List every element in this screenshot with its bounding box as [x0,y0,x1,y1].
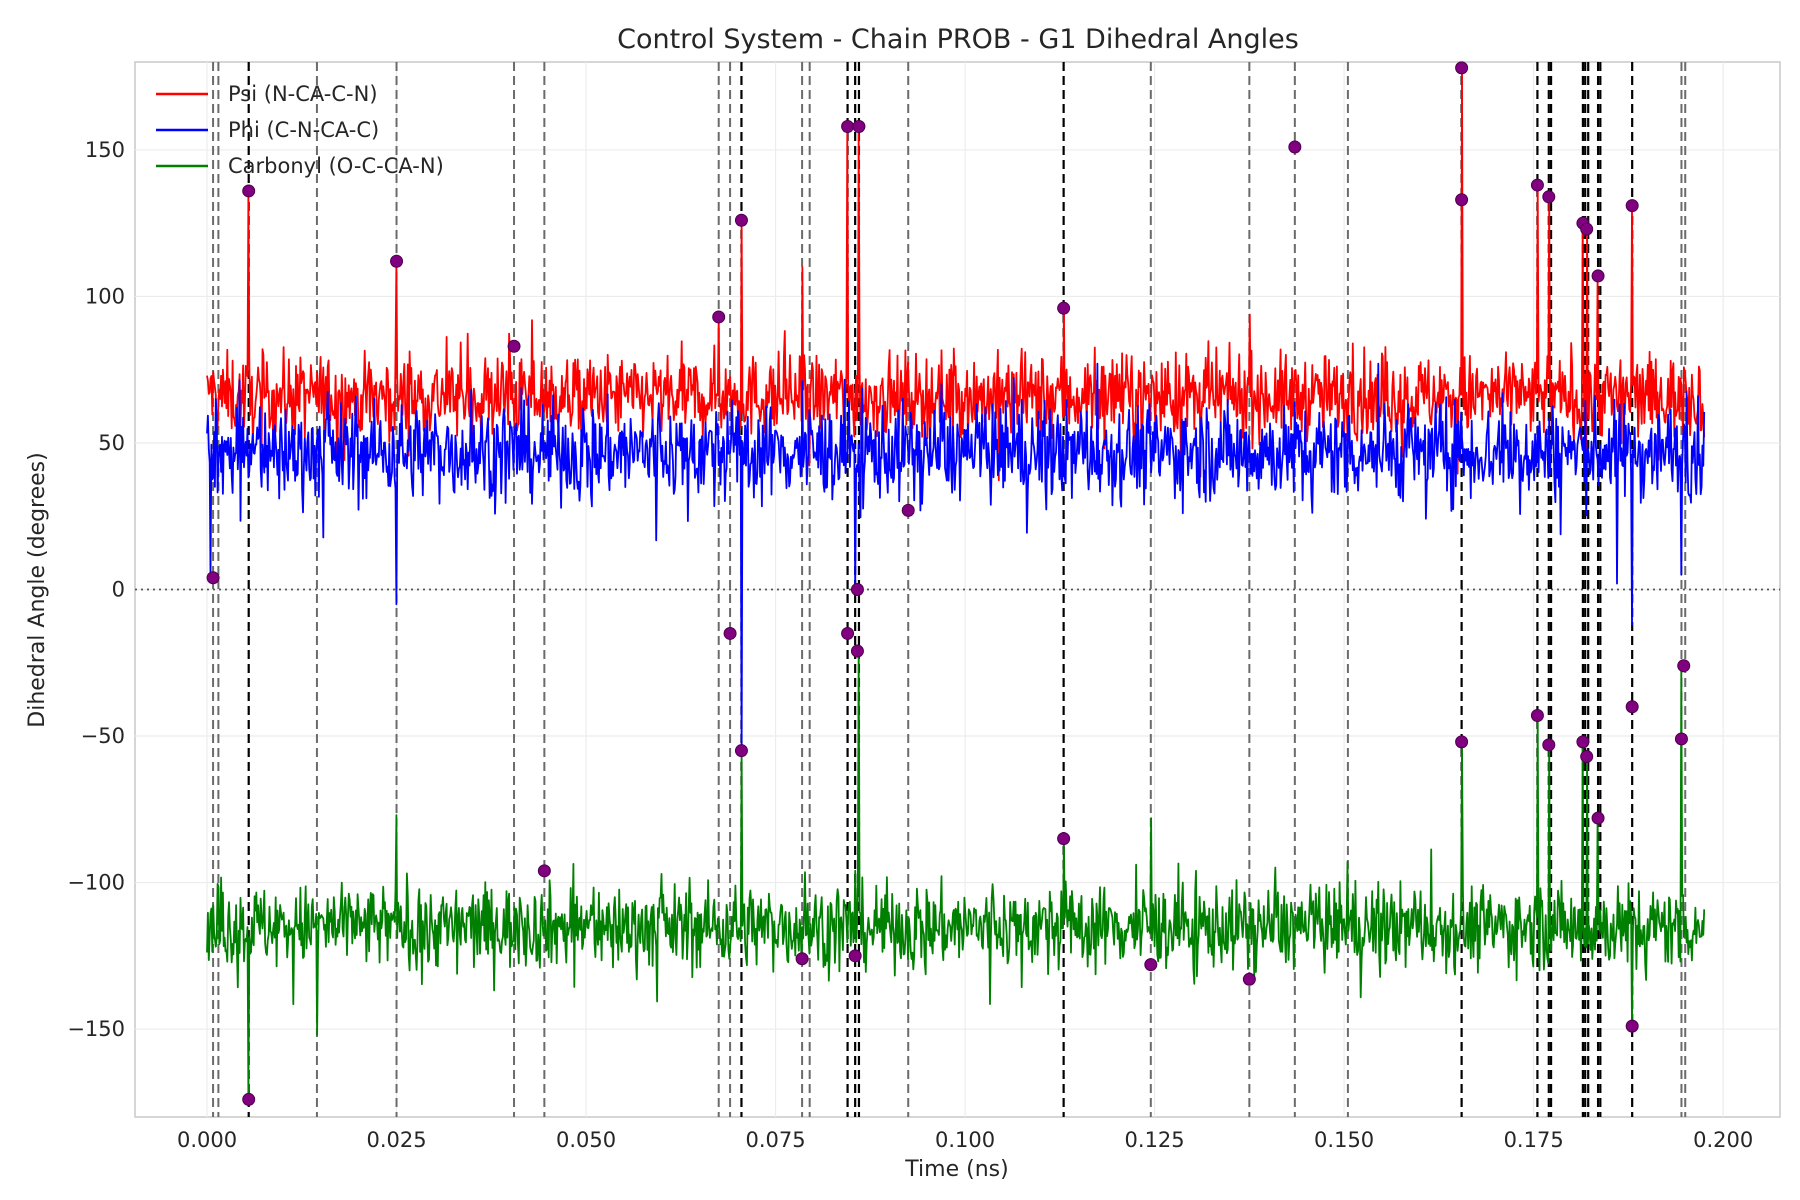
transition-point [1542,738,1556,752]
transition-point [1530,178,1544,192]
series-line [206,647,1706,1101]
x-tick-label: 0.100 [935,1128,995,1152]
transition-point [848,949,862,963]
transition-point [841,626,855,640]
x-tick-label: 0.075 [746,1128,806,1152]
transition-point [723,626,737,640]
transition-point [390,254,404,268]
legend: Psi (N-CA-C-N) Phi (C-N-CA-C) Carbonyl (O-… [156,82,444,178]
transition-point [850,583,864,596]
transition-points-layer [206,61,1691,1106]
transition-point [242,184,256,198]
transition-point [1591,269,1605,283]
transition-point [1674,732,1688,746]
transition-point [1580,222,1594,236]
transition-point [734,744,748,758]
transition-point [1288,140,1302,154]
transition-point [1530,709,1544,723]
legend-label: Carbonyl (O-C-CA-N) [228,154,444,178]
transition-point [242,1092,256,1106]
y-tick-label: 0 [112,578,125,602]
legend-label: Psi (N-CA-C-N) [228,82,378,106]
transition-point [1455,193,1469,207]
x-tick-label: 0.175 [1504,1128,1564,1152]
legend-label: Phi (C-N-CA-C) [228,118,379,142]
transition-point [206,571,220,585]
transition-point [852,119,866,133]
transition-point [1576,735,1590,749]
series-line [206,362,1706,752]
transition-point [1591,811,1605,825]
transition-point [901,503,915,517]
transition-point [1057,301,1071,315]
x-tick-label: 0.050 [556,1128,616,1152]
transition-point [1625,199,1639,213]
x-axis-title: Time (ns) [904,1157,1008,1182]
transition-point [537,864,551,878]
y-tick-label: −100 [67,871,125,895]
x-tick-label: 0.025 [366,1128,426,1152]
y-axis-title: Dihedral Angle (degrees) [25,452,50,727]
transition-point [1144,958,1158,972]
y-tick-label: 50 [98,431,125,455]
tick-labels-layer: 0.000 0.025 0.050 0.075 0.100 0.125 0.150 0.175… [67,138,1753,1152]
transition-point [850,644,864,658]
transition-point [841,119,855,133]
transition-point [507,339,521,353]
transition-point [1580,750,1594,764]
y-tick-label: −50 [81,724,125,748]
transition-point [1057,832,1071,846]
transition-point [1542,190,1556,204]
transition-point [1242,972,1256,986]
transition-point [1625,1019,1639,1033]
x-tick-label: 0.200 [1693,1128,1753,1152]
chart-title: Control System - Chain PROB - G1 Dihedra… [617,24,1299,55]
transition-point [795,952,809,966]
x-tick-label: 0.150 [1314,1128,1374,1152]
transition-point [712,310,726,324]
transition-point [734,213,748,227]
transition-point [1677,659,1691,673]
transition-point [1455,61,1469,75]
transition-point [1625,700,1639,714]
y-tick-label: 150 [85,138,125,162]
transition-point [1455,735,1469,749]
y-tick-label: −150 [67,1017,125,1041]
x-tick-label: 0.125 [1125,1128,1185,1152]
x-tick-label: 0.000 [177,1128,237,1152]
series-layer [206,67,1706,1101]
y-tick-label: 100 [85,284,125,308]
